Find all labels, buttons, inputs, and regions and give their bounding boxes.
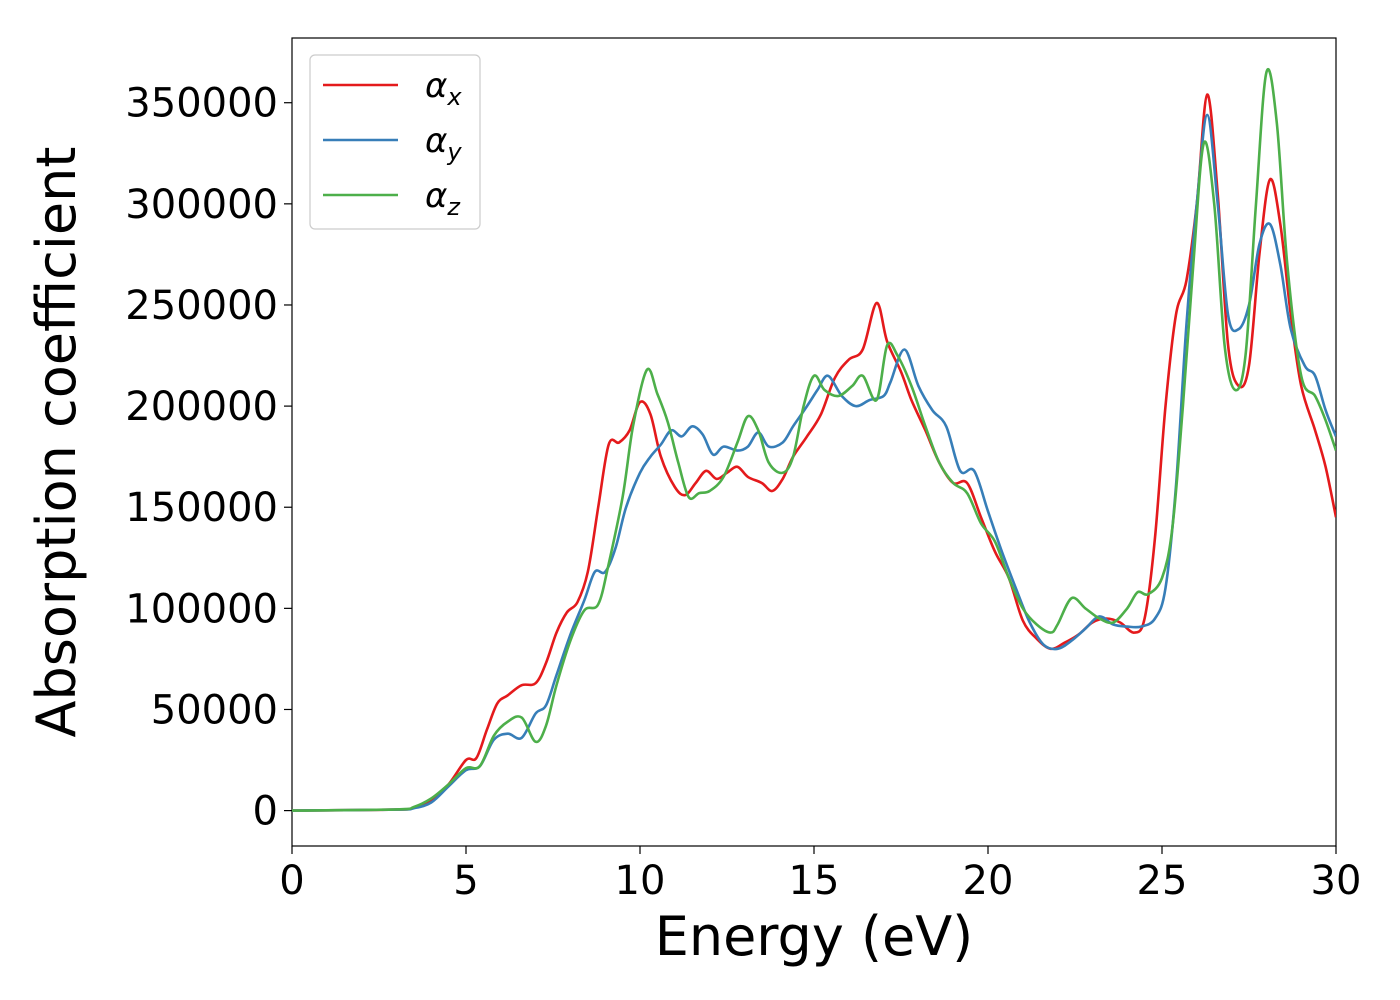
x-axis-label: Energy (eV) xyxy=(655,905,974,968)
y-tick-label: 200000 xyxy=(125,384,278,430)
x-tick-label: 5 xyxy=(453,858,478,904)
y-tick-label: 150000 xyxy=(125,485,278,531)
x-tick-label: 15 xyxy=(789,858,840,904)
y-axis: 0 50000 100000 150000 200000 250000 300000 3500… xyxy=(125,81,292,835)
x-axis: 0 5 10 15 20 25 30 xyxy=(279,846,1361,904)
x-tick-label: 10 xyxy=(615,858,666,904)
x-tick-label: 0 xyxy=(279,858,304,904)
y-tick-label: 0 xyxy=(253,789,278,835)
series-line-alpha-z xyxy=(292,68,1336,812)
y-tick-label: 250000 xyxy=(125,283,278,329)
series-line-alpha-x xyxy=(292,93,1336,812)
legend-box xyxy=(309,54,481,230)
y-tick-label: 100000 xyxy=(125,586,278,632)
x-tick-label: 30 xyxy=(1311,858,1362,904)
x-tick-label: 20 xyxy=(963,858,1014,904)
y-tick-label: 350000 xyxy=(125,81,278,127)
y-tick-label: 50000 xyxy=(151,687,278,733)
series-layer xyxy=(292,68,1336,812)
x-tick-label: 25 xyxy=(1137,858,1188,904)
y-tick-label: 300000 xyxy=(125,182,278,228)
y-axis-label: Absorption coefficient xyxy=(25,147,88,738)
